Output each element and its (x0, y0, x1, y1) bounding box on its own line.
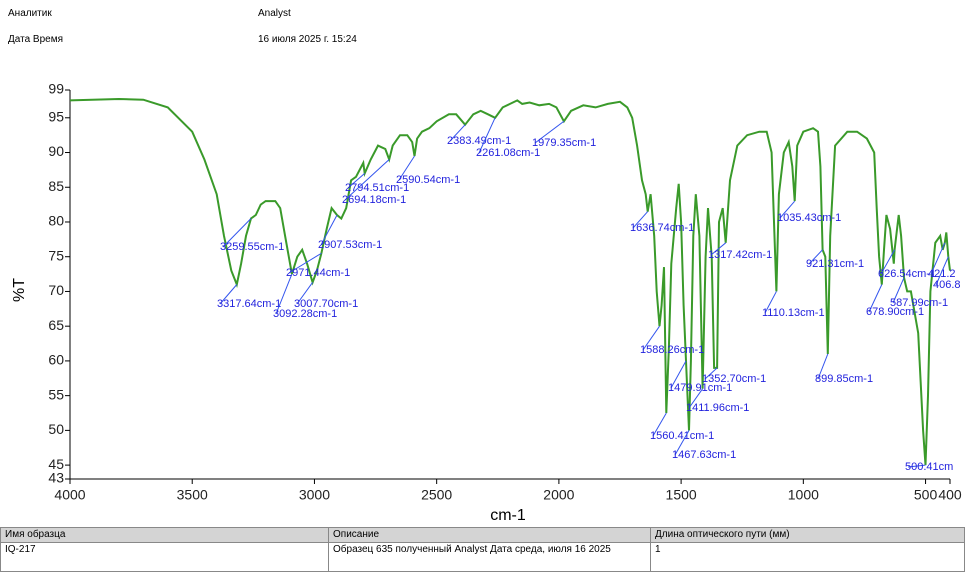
x-tick-label: 3000 (299, 487, 330, 503)
peak-leader (688, 388, 704, 409)
peak-leader (892, 277, 905, 304)
peak-leader (219, 284, 238, 305)
x-tick-label: 500 (914, 487, 938, 503)
column-header: Длина оптического пути (мм) (650, 527, 965, 543)
peak-leader (288, 252, 322, 274)
peak-leader (449, 124, 466, 142)
peak-label: 1467.63cm-1 (672, 449, 736, 461)
peak-label: 2590.54cm-1 (396, 174, 460, 186)
peak-label: 3092.28cm-1 (273, 308, 337, 320)
peak-leader (478, 117, 496, 154)
y-tick-label: 43 (48, 470, 64, 486)
peak-label: 3007.70cm-1 (294, 298, 358, 310)
peak-leader (674, 430, 690, 456)
cell: Образец 635 полученный Analyst Дата сред… (328, 542, 651, 572)
peak-leader (764, 291, 777, 314)
peak-label: 406.8 (933, 279, 961, 291)
y-tick-label: 75 (48, 247, 64, 263)
y-tick-label: 45 (48, 456, 64, 472)
y-tick-label: 55 (48, 386, 64, 402)
peak-leader (930, 242, 946, 275)
spectrum (69, 97, 951, 466)
y-tick-label: 99 (48, 81, 64, 97)
y-tick-label: 65 (48, 317, 64, 333)
peak-label: 678.90cm-1 (866, 306, 924, 318)
peak-leader (344, 159, 390, 201)
x-tick-label: 1000 (788, 487, 819, 503)
peak-label: 1110.13cm-1 (762, 307, 825, 319)
x-tick-label: 2000 (543, 487, 574, 503)
analyst: Analyst (258, 8, 291, 19)
peak-label: 3317.64cm-1 (217, 298, 281, 310)
y-axis-label: %T (11, 278, 28, 302)
peak-label: 2261.08cm-1 (476, 147, 540, 159)
column-header: Имя образца (0, 527, 329, 543)
y-tick-label: 95 (48, 108, 64, 124)
x-tick-label: 4000 (54, 487, 85, 503)
peak-label: 2694.18cm-1 (342, 194, 406, 206)
sample-table: Имя образца Описание Длина оптического п… (0, 527, 965, 572)
peak-label: 1979.35cm-1 (532, 137, 596, 149)
column-header: Описание (328, 527, 651, 543)
peak-leader (296, 282, 313, 305)
peak-leader (710, 242, 727, 256)
y-tick-label: 80 (48, 213, 64, 229)
peak-leader (275, 273, 293, 315)
peak-leader (632, 211, 649, 229)
peak-label: 921.31cm-1 (806, 258, 864, 270)
datetime: 16 июля 2025 г. 15:24 (258, 34, 357, 45)
y-tick-label: 60 (48, 352, 64, 368)
x-tick-label: 400 (938, 487, 962, 503)
peak-leader (642, 325, 660, 351)
peak-leader (880, 249, 896, 275)
peak-label: 1636.74cm-1 (630, 222, 694, 234)
peak-label: 1317.42cm-1 (708, 249, 772, 261)
peak-leader (347, 172, 366, 189)
cell: 1 (650, 542, 965, 572)
peak-label: 899.85cm-1 (815, 373, 873, 385)
y-tick-label: 85 (48, 178, 64, 194)
peak-label: 421.2 (928, 268, 956, 280)
peak-label: 587.99cm-1 (890, 297, 948, 309)
peak-label: 2971.44cm-1 (286, 267, 350, 279)
peak-label: 1411.96cm-1 (686, 402, 749, 414)
peak-label: 2907.53cm-1 (318, 239, 382, 251)
peak-leader (670, 360, 687, 389)
peak-label: 1560.41cm-1 (650, 430, 714, 442)
peak-leader (808, 249, 823, 265)
peak-leader (320, 214, 338, 246)
peak-label: 2383.49cm-1 (447, 135, 511, 147)
peak-label: 500.41cm (905, 461, 953, 473)
y-tick-label: 70 (48, 282, 64, 298)
peak-leader (907, 464, 926, 468)
analyst-label: Аналитик (8, 8, 52, 19)
peak-leader (935, 256, 949, 286)
x-tick-label: 2500 (421, 487, 452, 503)
x-axis-label: cm-1 (490, 507, 526, 524)
y-tick-label: 90 (48, 143, 64, 159)
peak-label: 3259.55cm-1 (220, 241, 284, 253)
peak-leader (704, 367, 718, 380)
cell: IQ-217 (0, 542, 329, 572)
peak-label: 1479.91cm-1 (668, 382, 732, 394)
x-tick-label: 3500 (177, 487, 208, 503)
peak-leader (398, 155, 415, 181)
datetime-label: Дата Время (8, 34, 64, 45)
peak-label: 1588.26cm-1 (640, 344, 704, 356)
peak-leader (868, 284, 883, 313)
peak-label: 1035.43cm-1 (777, 212, 841, 224)
peak-leader (652, 412, 667, 437)
y-tick-label: 50 (48, 421, 64, 437)
x-tick-label: 1500 (666, 487, 697, 503)
peak-leader (817, 353, 829, 380)
peak-leader (222, 218, 252, 248)
peak-leader (779, 200, 796, 219)
peak-leader (534, 120, 565, 144)
peak-label: 626.54cm-1 (878, 268, 936, 280)
peak-label: 1352.70cm-1 (702, 373, 766, 385)
